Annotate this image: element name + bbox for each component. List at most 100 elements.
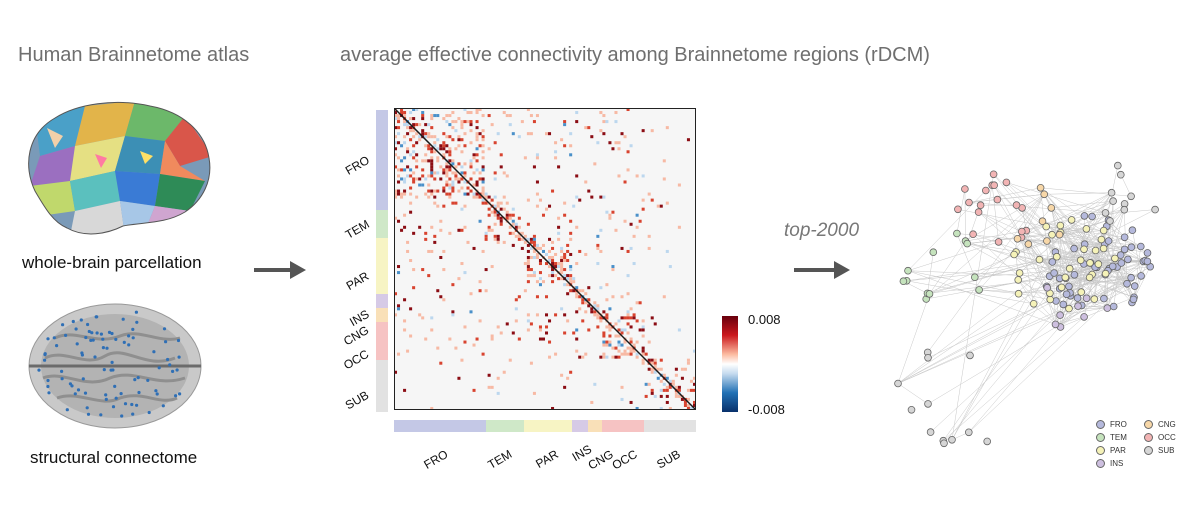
heatmap-cell [511, 132, 515, 136]
heatmap-cell [394, 141, 398, 145]
network-edge [965, 231, 1022, 242]
heatmap-cell [496, 376, 500, 380]
heatmap-cell [665, 249, 669, 253]
heatmap-cell [590, 135, 594, 139]
heatmap-cell [626, 274, 630, 278]
heatmap-cell [430, 135, 434, 139]
connectome-node [71, 319, 75, 324]
heatmap-cell [614, 141, 618, 145]
heatmap-cell [457, 138, 461, 142]
network-node [965, 428, 973, 437]
heatmap-cell [460, 186, 464, 190]
heatmap-cell [620, 132, 624, 136]
heatmap-cell [451, 313, 455, 317]
heatmap-cell [677, 225, 681, 229]
network-node [1059, 300, 1068, 309]
heatmap-cell [460, 358, 464, 362]
heatmap-cell [511, 213, 515, 217]
heatmap-cell [523, 234, 527, 238]
heatmap-cell [463, 174, 467, 178]
heatmap-cell [569, 277, 573, 281]
heatmap-cell [466, 192, 470, 196]
heatmap-cell [635, 340, 639, 344]
heatmap-cell [602, 310, 606, 314]
heatmap-cell [560, 268, 564, 272]
heatmap-cell [566, 259, 570, 263]
heatmap-cell [430, 189, 434, 193]
heatmap-cell [599, 228, 603, 232]
heatmap-cell [418, 123, 422, 127]
heatmap-cell [653, 364, 657, 368]
network-edge [1107, 270, 1142, 277]
heatmap-cell [659, 406, 663, 410]
network-node [1100, 294, 1108, 303]
heatmap-cell [614, 322, 618, 326]
connectome-node [131, 327, 135, 331]
heatmap-cell [406, 123, 410, 127]
heatmap-cell [496, 216, 500, 220]
heatmap-cell [478, 195, 482, 199]
connectome-node [84, 335, 88, 340]
heatmap-cell [514, 298, 518, 302]
network-node [1035, 255, 1044, 264]
legend-dot [1144, 420, 1153, 429]
heatmap-cell [415, 141, 419, 145]
heatmap-cell [584, 310, 588, 314]
heatmap-cell [626, 316, 630, 320]
heatmap-cell [517, 295, 521, 299]
connectome-node [43, 358, 47, 362]
heatmap-cell [560, 262, 564, 266]
heatmap-cell [472, 171, 476, 175]
heatmap-cell [614, 120, 618, 124]
heatmap-cell [442, 132, 446, 136]
heatmap-cell [575, 337, 579, 341]
heatmap-cell [469, 111, 473, 115]
heatmap-cell [602, 120, 606, 124]
network-node [1106, 217, 1114, 225]
heatmap-cell [409, 138, 413, 142]
connectome-node [114, 337, 118, 341]
network-edge [927, 194, 1045, 353]
heatmap-cell [560, 259, 564, 263]
heatmap-cell [448, 192, 452, 196]
heatmap-cell [469, 189, 473, 193]
heatmap-cell [653, 394, 657, 398]
heatmap-cell [608, 343, 612, 347]
network-edge [897, 299, 1051, 384]
heatmap-cell [541, 249, 545, 253]
heatmap-cell [442, 189, 446, 193]
heatmap-cell [590, 307, 594, 311]
heatmap-cell [605, 325, 609, 329]
connectome-node [76, 388, 81, 392]
heatmap-cell [490, 210, 494, 214]
heatmap-cell [545, 207, 549, 211]
heatmap-cell [469, 141, 473, 145]
heatmap-cell [608, 340, 612, 344]
network-node [989, 170, 998, 179]
heatmap-cell [430, 249, 434, 253]
network-edge [929, 237, 1125, 295]
heatmap-cell [427, 132, 431, 136]
heatmap-cell [433, 141, 437, 145]
heatmap-cell [650, 198, 654, 202]
connectome-node [47, 391, 51, 395]
network-edge [1105, 274, 1133, 303]
network-edge [956, 233, 976, 278]
heatmap-cell [608, 141, 612, 145]
network-node [1123, 280, 1131, 288]
heatmap-cell [560, 138, 564, 142]
heatmap-cell [463, 144, 467, 148]
heatmap-cell [596, 304, 600, 308]
network-edge [1120, 174, 1132, 197]
heatmap-cell [427, 174, 431, 178]
heatmap-cell [641, 346, 645, 350]
heatmap-cell [692, 400, 696, 404]
connectome-node [87, 329, 91, 334]
connectome-node [86, 412, 91, 416]
heatmap-cell [590, 195, 594, 199]
heatmap-cell [463, 225, 467, 229]
connectome-node [152, 350, 156, 354]
heatmap-cell [644, 394, 648, 398]
heatmap-cell [584, 352, 588, 356]
heatmap-cell [532, 243, 536, 247]
